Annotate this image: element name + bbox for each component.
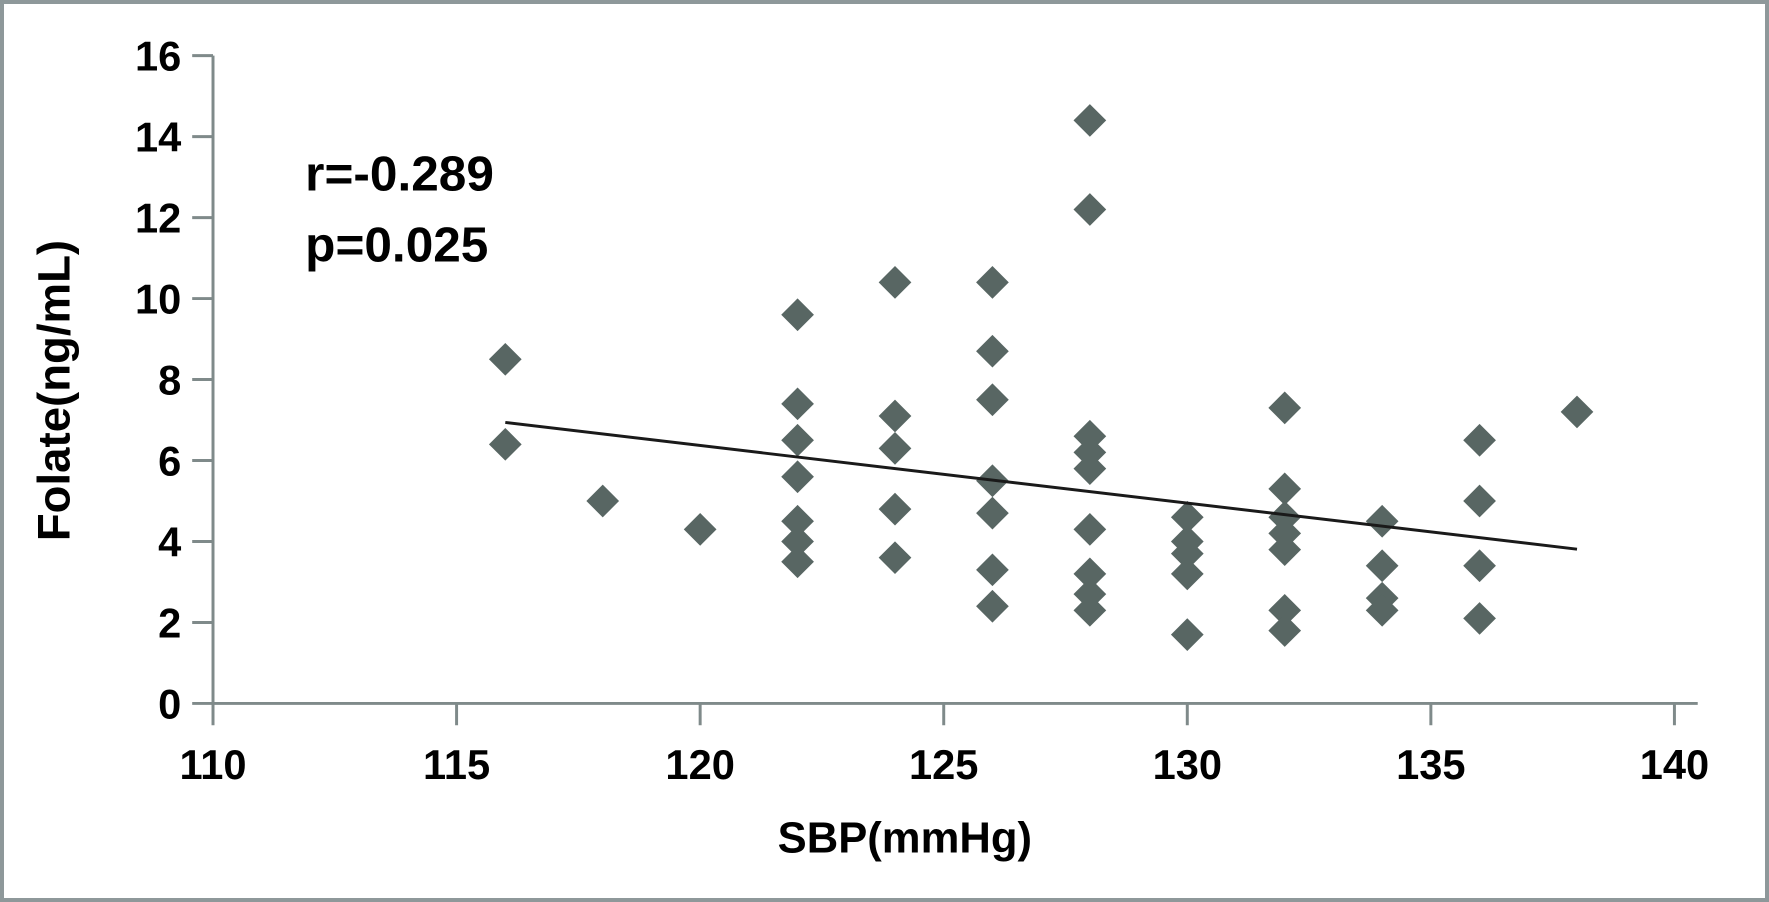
x-tick-label: 115 xyxy=(423,741,490,788)
data-point xyxy=(878,266,912,299)
data-point xyxy=(781,298,814,332)
data-point xyxy=(781,460,814,494)
annotation-p-value: p=0.025 xyxy=(305,217,488,273)
tick-labels: 0 2 4 6 8 10 12 14 16 110 115 120 125 130 135 140 xyxy=(135,33,1709,788)
data-point xyxy=(781,387,814,421)
trend-line xyxy=(505,420,1578,551)
data-point xyxy=(1170,557,1204,591)
annotation-r-value: r=-0.289 xyxy=(305,145,494,201)
y-tick-label: 0 xyxy=(158,680,181,727)
data-point xyxy=(1463,484,1496,518)
axes xyxy=(192,54,1698,726)
data-point xyxy=(1073,193,1107,226)
data-point xyxy=(976,334,1009,368)
data-point xyxy=(976,383,1009,417)
data-point xyxy=(976,553,1009,587)
data-point xyxy=(1073,452,1107,485)
data-point xyxy=(878,432,912,465)
data-point xyxy=(1365,549,1399,583)
data-point xyxy=(683,512,717,546)
data-point xyxy=(878,541,912,575)
y-tick-label: 10 xyxy=(135,275,181,322)
data-point xyxy=(976,496,1009,530)
data-point xyxy=(976,589,1009,623)
y-tick-label: 6 xyxy=(158,437,181,484)
data-point xyxy=(1463,423,1496,457)
data-point xyxy=(1268,614,1302,647)
x-tick-label: 110 xyxy=(179,741,246,788)
data-point xyxy=(1073,104,1107,137)
data-point xyxy=(781,525,814,558)
data-point xyxy=(781,423,814,457)
data-point xyxy=(1268,472,1302,506)
y-tick-label: 16 xyxy=(135,33,181,80)
trend-line-group xyxy=(505,420,1578,551)
y-tick-label: 14 xyxy=(135,113,181,160)
y-tick-label: 4 xyxy=(158,518,181,565)
data-point xyxy=(586,484,620,518)
y-tick-label: 8 xyxy=(158,356,181,403)
data-points xyxy=(488,104,1594,651)
data-point xyxy=(878,492,912,526)
data-point xyxy=(1560,395,1594,429)
data-point xyxy=(1170,618,1204,651)
data-point xyxy=(488,427,522,461)
data-point xyxy=(1268,391,1302,425)
data-point xyxy=(781,504,814,538)
y-tick-label: 2 xyxy=(158,599,181,646)
x-tick-label: 120 xyxy=(665,741,734,788)
x-tick-label: 125 xyxy=(909,741,978,788)
data-point xyxy=(1170,537,1204,570)
data-point xyxy=(1073,557,1107,591)
x-axis-title: SBP(mmHg) xyxy=(778,814,1032,862)
data-point xyxy=(1073,512,1107,546)
data-point xyxy=(488,342,522,376)
data-point xyxy=(781,545,814,579)
y-axis-title: Folate(ng/mL) xyxy=(28,240,79,541)
data-point xyxy=(1463,602,1496,635)
data-point xyxy=(1463,549,1496,583)
x-tick-label: 140 xyxy=(1640,741,1709,788)
x-tick-label: 135 xyxy=(1396,741,1465,788)
data-point xyxy=(1365,504,1399,538)
scatter-chart: 0 2 4 6 8 10 12 14 16 110 115 120 125 130 135 140 r=-0.… xyxy=(28,33,1709,863)
y-tick-label: 12 xyxy=(135,194,181,241)
data-point xyxy=(976,266,1009,299)
data-point xyxy=(878,399,912,433)
data-point xyxy=(1170,500,1204,534)
x-tick-label: 130 xyxy=(1153,741,1222,788)
